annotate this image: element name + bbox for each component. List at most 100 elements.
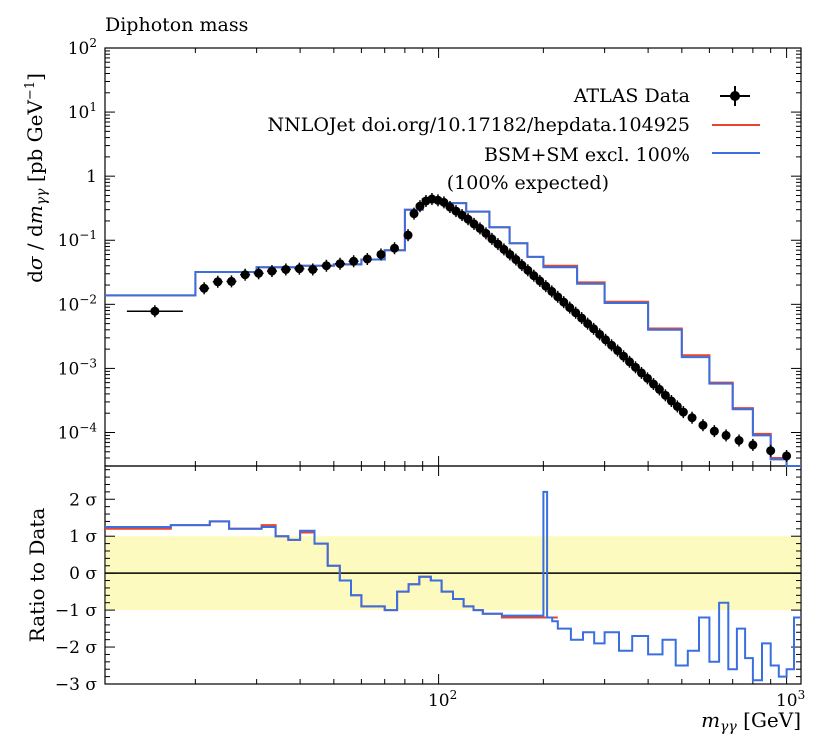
data-point-marker xyxy=(595,329,605,339)
nnlojet-histogram-line xyxy=(105,198,801,467)
data-point xyxy=(240,268,251,281)
data-point-marker xyxy=(698,420,708,430)
ratio-y-tick-label: 1 σ xyxy=(69,527,97,547)
data-point xyxy=(613,344,623,357)
data-point xyxy=(607,339,617,352)
data-point-marker xyxy=(493,239,503,249)
y-tick-label: 101 xyxy=(68,100,97,123)
data-point-marker xyxy=(571,308,581,318)
data-point-marker xyxy=(672,401,682,411)
data-point xyxy=(672,400,682,413)
data-point xyxy=(648,378,658,391)
ratio-axis-ticks: 102 103 −3 σ −2 σ −1 σ 0 σ 1 σ 2 σ xyxy=(55,466,805,711)
data-point-marker xyxy=(523,265,533,275)
data-point xyxy=(499,243,509,256)
data-point xyxy=(126,305,183,318)
data-point xyxy=(403,229,413,242)
data-point-marker xyxy=(589,324,599,334)
data-point xyxy=(529,269,539,282)
data-point xyxy=(253,267,264,280)
data-point xyxy=(625,355,635,368)
data-point xyxy=(748,438,758,451)
main-plot-frame xyxy=(104,47,802,467)
data-point-marker xyxy=(335,259,345,269)
data-point xyxy=(782,449,792,462)
data-point-marker xyxy=(666,396,676,406)
ratio-y-axis-label: Ratio to Data xyxy=(25,508,49,643)
y-tick-label: 10−2 xyxy=(58,292,97,315)
data-point xyxy=(390,242,400,255)
data-point-marker xyxy=(654,384,664,394)
bsm-histogram-line xyxy=(105,198,801,467)
data-point-marker xyxy=(226,276,236,286)
data-point xyxy=(698,419,708,432)
data-point-marker xyxy=(613,346,623,356)
data-point xyxy=(511,253,521,266)
data-point xyxy=(571,306,581,319)
data-point xyxy=(212,275,223,288)
legend: ATLAS Data NNLOJet doi.org/10.17182/hepd… xyxy=(267,85,760,194)
atlas-data-points xyxy=(126,193,792,462)
data-point-marker xyxy=(607,340,617,350)
legend-label-atlas-data: ATLAS Data xyxy=(573,85,690,107)
data-point-marker xyxy=(734,435,744,445)
data-point-marker xyxy=(376,249,386,259)
data-point-marker xyxy=(625,357,635,367)
main-axis-ticks: 10−4 10−3 10−2 10−1 1 101 102 xyxy=(58,36,801,467)
data-point xyxy=(565,301,575,314)
data-point-marker xyxy=(517,260,527,270)
data-point-marker xyxy=(199,283,209,293)
data-point xyxy=(547,285,557,298)
chart-title: Diphoton mass xyxy=(105,14,248,36)
data-point xyxy=(493,238,503,251)
data-point-marker xyxy=(748,440,758,450)
data-point xyxy=(553,290,563,303)
data-point-marker xyxy=(511,255,521,265)
data-point-marker xyxy=(642,373,652,383)
data-point-marker xyxy=(390,243,400,253)
data-point-marker xyxy=(721,430,731,440)
ratio-y-tick-label: −3 σ xyxy=(55,675,97,695)
data-point xyxy=(294,262,305,275)
data-point xyxy=(226,275,237,288)
data-point-marker xyxy=(619,351,629,361)
data-point xyxy=(335,257,346,270)
data-point-marker xyxy=(678,407,688,417)
data-point-marker xyxy=(766,446,776,456)
data-point xyxy=(362,252,372,265)
y-axis-label: dσ / dmγγ [pb GeV−1] xyxy=(23,73,50,283)
data-point-marker xyxy=(349,256,359,266)
data-point xyxy=(481,227,491,240)
data-point-marker xyxy=(577,313,587,323)
x-tick-label: 102 xyxy=(428,688,457,711)
data-point-marker xyxy=(362,254,372,264)
data-point-marker xyxy=(150,306,160,316)
legend-label-bsm: BSM+SM excl. 100% xyxy=(484,144,690,166)
ratio-y-tick-label: 2 σ xyxy=(69,490,97,510)
ratio-y-tick-label: −2 σ xyxy=(55,638,97,658)
data-point-marker xyxy=(648,379,658,389)
data-point xyxy=(505,248,515,261)
data-point xyxy=(766,444,776,457)
y-tick-label: 10−3 xyxy=(58,356,97,379)
data-point-marker xyxy=(294,264,304,274)
legend-label-nnlojet: NNLOJet doi.org/10.17182/hepdata.104925 xyxy=(267,114,690,136)
ratio-y-tick-label: −1 σ xyxy=(55,601,97,621)
data-point-marker xyxy=(535,276,545,286)
data-point-marker xyxy=(415,201,425,211)
data-point-marker xyxy=(487,234,497,244)
data-point xyxy=(523,264,533,277)
data-point-marker xyxy=(565,303,575,313)
data-point xyxy=(559,296,569,309)
data-point-marker xyxy=(475,223,485,233)
data-point-marker xyxy=(553,292,563,302)
data-point xyxy=(709,425,719,438)
y-tick-label: 102 xyxy=(68,36,97,59)
data-point xyxy=(636,366,646,379)
data-point-marker xyxy=(601,335,611,345)
data-point xyxy=(199,282,210,295)
data-point-marker xyxy=(403,230,413,240)
data-point xyxy=(631,361,641,374)
data-point-marker xyxy=(709,426,719,436)
